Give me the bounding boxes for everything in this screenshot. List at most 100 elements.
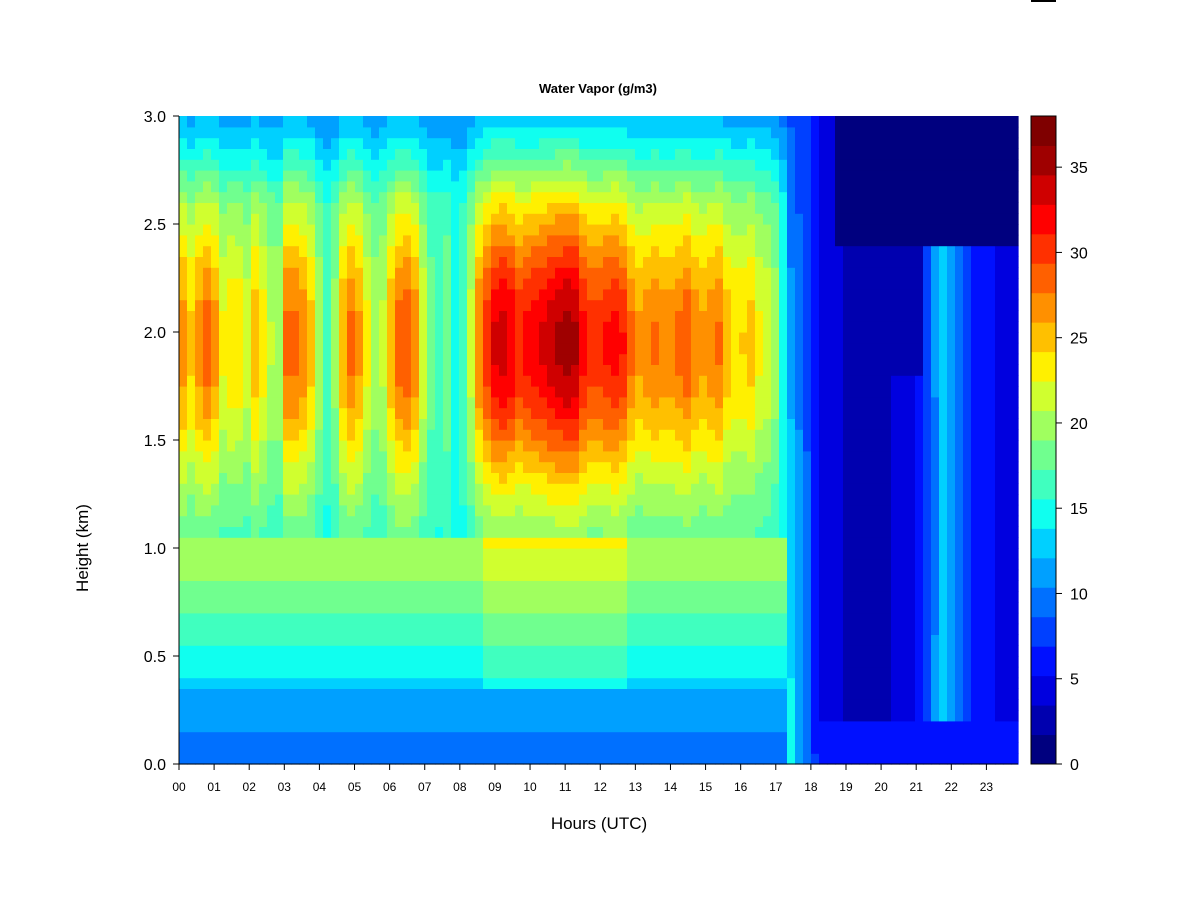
heatmap-cell xyxy=(683,440,692,452)
heatmap-cell xyxy=(651,364,660,376)
heatmap-cell xyxy=(731,180,740,193)
heatmap-cell xyxy=(211,267,220,279)
heatmap-cell xyxy=(331,137,340,149)
heatmap-cell xyxy=(795,742,804,754)
heatmap-cell xyxy=(451,353,460,365)
heatmap-cell xyxy=(787,375,796,387)
heatmap-cell xyxy=(371,472,380,484)
heatmap-cell xyxy=(539,612,548,625)
heatmap-cell xyxy=(587,666,596,679)
heatmap-cell xyxy=(307,342,316,355)
heatmap-cell xyxy=(635,623,644,635)
heatmap-cell xyxy=(667,548,676,560)
heatmap-cell xyxy=(387,548,396,560)
heatmap-cell xyxy=(587,299,596,311)
heatmap-cell xyxy=(603,386,612,398)
heatmap-cell xyxy=(275,386,284,398)
heatmap-cell xyxy=(459,234,468,247)
heatmap-cell xyxy=(427,126,436,139)
heatmap-cell xyxy=(419,353,428,365)
heatmap-cell xyxy=(547,148,556,160)
heatmap-cell xyxy=(435,234,444,247)
heatmap-cell xyxy=(635,234,644,247)
heatmap-cell xyxy=(667,612,676,625)
heatmap-cell xyxy=(787,224,796,236)
heatmap-cell xyxy=(699,472,708,484)
heatmap-cell xyxy=(251,386,260,398)
heatmap-cell xyxy=(771,299,780,311)
heatmap-cell xyxy=(187,483,196,495)
heatmap-cell xyxy=(555,548,564,560)
heatmap-cell xyxy=(283,666,292,679)
heatmap-cell xyxy=(723,148,732,160)
heatmap-cell xyxy=(523,602,532,614)
heatmap-cell xyxy=(507,591,516,603)
heatmap-cell xyxy=(683,267,692,279)
heatmap-cell xyxy=(331,753,340,765)
heatmap-cell xyxy=(739,504,748,517)
heatmap-cell xyxy=(395,558,404,571)
heatmap-cell xyxy=(419,418,428,430)
heatmap-cell xyxy=(451,688,460,700)
heatmap-cell xyxy=(739,224,748,236)
heatmap-cell xyxy=(243,137,252,149)
heatmap-cell xyxy=(819,461,828,473)
heatmap-cell xyxy=(211,440,220,452)
heatmap-cell xyxy=(755,472,764,484)
heatmap-cell xyxy=(387,202,396,214)
heatmap-cell xyxy=(227,720,236,733)
heatmap-cell xyxy=(675,148,684,160)
heatmap-cell xyxy=(595,299,604,311)
heatmap-cell xyxy=(795,407,804,419)
heatmap-cell xyxy=(635,407,644,419)
heatmap-cell xyxy=(251,515,260,527)
heatmap-cell xyxy=(619,224,628,236)
heatmap-cell xyxy=(371,299,380,311)
heatmap-cell xyxy=(363,429,372,441)
heatmap-cell xyxy=(659,688,668,700)
heatmap-cell xyxy=(667,450,676,463)
heatmap-cell xyxy=(523,224,532,236)
heatmap-cell xyxy=(227,224,236,236)
heatmap-cell xyxy=(387,483,396,495)
heatmap-cell xyxy=(491,548,500,560)
heatmap-cell xyxy=(227,353,236,365)
heatmap-cell xyxy=(555,612,564,625)
heatmap-cell xyxy=(819,548,828,560)
heatmap-cell xyxy=(795,580,804,592)
heatmap-cell xyxy=(579,720,588,733)
heatmap-cell xyxy=(659,148,668,160)
heatmap-cell xyxy=(691,267,700,279)
heatmap-cell xyxy=(627,537,636,549)
heatmap-cell xyxy=(835,202,844,214)
heatmap-cell xyxy=(579,504,588,517)
heatmap-cell xyxy=(323,699,332,711)
heatmap-cell xyxy=(491,418,500,430)
heatmap-cell xyxy=(363,375,372,387)
heatmap-cell xyxy=(555,483,564,495)
heatmap-cell xyxy=(195,353,204,365)
heatmap-cell xyxy=(315,558,324,571)
heatmap-cell xyxy=(723,515,732,527)
heatmap-cell xyxy=(555,364,564,376)
heatmap-cell xyxy=(219,267,228,279)
heatmap-cell xyxy=(259,170,268,182)
heatmap-cell xyxy=(467,364,476,376)
heatmap-cell xyxy=(619,591,628,603)
heatmap-cell xyxy=(611,267,620,279)
heatmap-cell xyxy=(219,429,228,441)
heatmap-cell xyxy=(363,159,372,171)
heatmap-cell xyxy=(763,537,772,549)
heatmap-cell xyxy=(795,126,804,139)
heatmap-cell xyxy=(315,332,324,344)
heatmap-cell xyxy=(563,137,572,149)
heatmap-cell xyxy=(643,407,652,419)
heatmap-cell xyxy=(667,191,676,203)
heatmap-cell xyxy=(307,429,316,441)
heatmap-cell xyxy=(251,202,260,214)
heatmap-cell xyxy=(251,688,260,700)
heatmap-cell xyxy=(635,213,644,225)
heatmap-cell xyxy=(779,623,788,635)
heatmap-cell xyxy=(275,170,284,182)
heatmap-cell xyxy=(211,245,220,257)
